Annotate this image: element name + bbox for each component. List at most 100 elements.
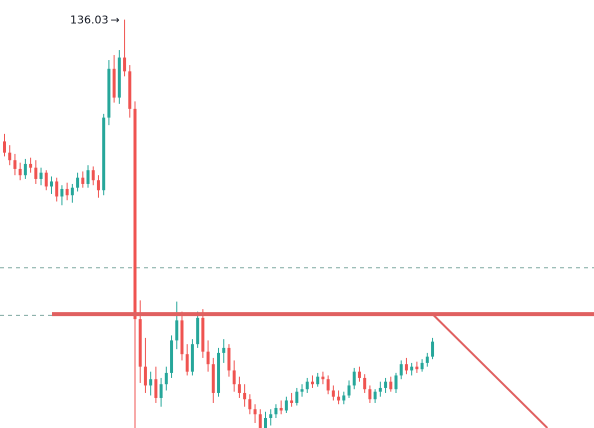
candle-body [363, 377, 367, 390]
candle-body [373, 391, 377, 400]
candle [368, 385, 372, 403]
candle [133, 101, 137, 428]
candle [13, 153, 17, 176]
candle-body [274, 407, 278, 415]
candle-body [60, 188, 64, 197]
candle-body [389, 381, 393, 390]
candle-body [159, 384, 163, 398]
candle-body [180, 320, 184, 355]
candle-body [143, 366, 147, 386]
candle-body [357, 371, 361, 378]
candle-body [96, 180, 100, 191]
candle [102, 113, 106, 196]
candle-body [102, 117, 106, 191]
candle-body [123, 57, 127, 72]
candle [410, 362, 414, 376]
candle-body [237, 384, 241, 393]
candle-body [425, 356, 429, 363]
candle [3, 133, 6, 157]
candle-body [175, 320, 179, 341]
candle [389, 376, 393, 392]
candle [96, 175, 100, 198]
candle-body [378, 387, 382, 392]
candle [284, 396, 288, 413]
candle [49, 176, 53, 194]
candle-body [264, 417, 267, 428]
candle-body [23, 163, 27, 176]
resistance-line [52, 312, 594, 317]
candle [76, 172, 80, 192]
candle-body [133, 108, 137, 320]
candle [243, 384, 247, 407]
candle [18, 162, 22, 181]
candle [201, 309, 205, 358]
candle-body [420, 362, 424, 370]
candle-body [29, 163, 33, 168]
candle-body [196, 317, 200, 345]
candle-body [431, 341, 435, 357]
candle-body [112, 68, 116, 98]
candle-body [295, 391, 299, 403]
candle [143, 337, 147, 393]
candle-body [49, 181, 53, 187]
candle-body [217, 352, 221, 393]
candle-body [290, 400, 294, 403]
candle [8, 145, 12, 166]
candle [39, 167, 43, 186]
candle [331, 385, 335, 401]
candle-body [117, 57, 121, 98]
candle [60, 185, 64, 206]
candle [128, 65, 132, 118]
candle-body [310, 381, 314, 385]
candle [337, 390, 341, 405]
candle-body [107, 68, 111, 118]
candle-body [404, 364, 408, 371]
candle-body [149, 379, 153, 386]
candle [342, 391, 346, 405]
candle-body [305, 381, 309, 390]
candle-body [13, 160, 17, 169]
candle [305, 377, 309, 393]
candle-body [384, 381, 388, 388]
candle-body [8, 152, 12, 161]
projection-line [431, 313, 549, 428]
candle [44, 170, 48, 191]
candle-body [34, 167, 38, 179]
candle [316, 372, 320, 387]
candle-body [337, 396, 341, 401]
candle-body [316, 376, 320, 385]
candle [347, 380, 351, 398]
candle-body [154, 379, 158, 398]
candle [91, 166, 95, 186]
candle [34, 160, 38, 184]
candle [264, 411, 267, 428]
candle [70, 183, 74, 203]
candle-body [279, 407, 283, 411]
candle-body [222, 347, 226, 353]
candle [237, 376, 241, 398]
candle [29, 157, 33, 173]
candle [253, 404, 257, 423]
candle [310, 375, 314, 388]
candle [55, 177, 59, 202]
candle [170, 335, 174, 378]
candle-body [227, 347, 231, 371]
arrow-right-icon: → [111, 14, 120, 27]
candle [363, 374, 367, 393]
candle [431, 337, 435, 360]
candle [227, 344, 231, 377]
candle [164, 366, 168, 391]
candle-body [39, 172, 43, 179]
candle-body [410, 366, 414, 371]
candle [123, 19, 127, 77]
candle-body [269, 414, 273, 418]
candle [248, 394, 252, 415]
candle [394, 372, 398, 393]
candle-body [55, 181, 59, 197]
candle-body [170, 340, 174, 373]
candle [206, 340, 210, 372]
candle [65, 182, 69, 201]
candle [300, 384, 304, 397]
